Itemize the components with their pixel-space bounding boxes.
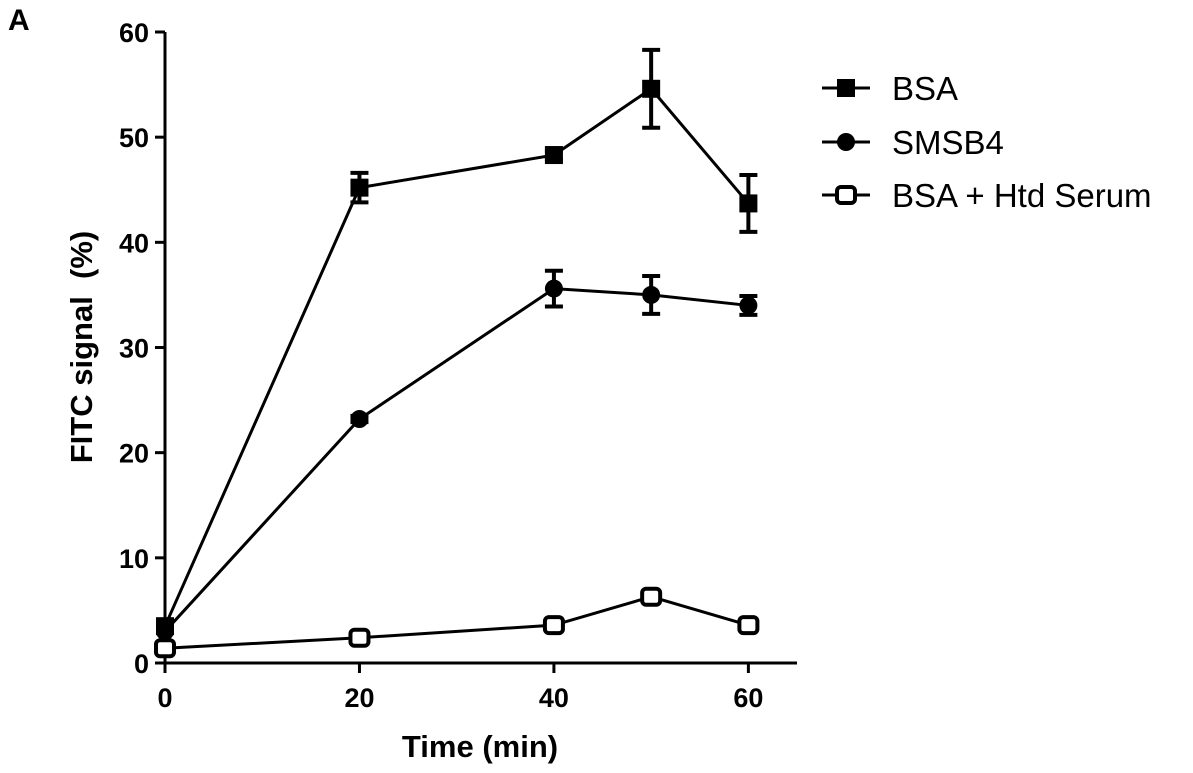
- plot-area: 0 10 20 30 40 50 60 0 20 40 60: [119, 18, 797, 713]
- data-point: [154, 638, 176, 659]
- data-point: [544, 279, 563, 298]
- data-point: [350, 410, 369, 429]
- x-tick-label: 0: [157, 683, 172, 713]
- x-tick-label: 40: [539, 683, 569, 713]
- x-axis-title: Time (min): [402, 729, 558, 764]
- y-tick-label: 50: [119, 123, 149, 153]
- x-tick-label: 20: [344, 683, 374, 713]
- series-0: [156, 47, 758, 636]
- legend-item: BSA: [822, 70, 958, 107]
- legend-item: SMSB4: [822, 124, 1004, 161]
- series-2: [154, 586, 760, 659]
- x-tick-label: 60: [733, 683, 763, 713]
- series-line: [163, 86, 750, 627]
- y-tick-label: 30: [119, 334, 149, 364]
- data-point: [156, 622, 174, 641]
- legend-marker: [837, 133, 855, 151]
- data-point: [542, 615, 565, 636]
- data-point: [642, 79, 661, 98]
- data-point: [348, 627, 371, 648]
- legend-label: BSA + Htd Serum: [892, 177, 1152, 214]
- series-line: [163, 287, 749, 633]
- legend-label: BSA: [892, 70, 958, 107]
- series-line: [164, 595, 749, 650]
- data-point: [739, 296, 758, 315]
- data-point: [737, 615, 760, 636]
- y-tick-label: 20: [119, 439, 149, 469]
- data-point: [544, 146, 563, 165]
- data-point: [642, 285, 661, 304]
- y-tick-label: 60: [119, 18, 149, 48]
- y-tick-label: 40: [119, 228, 149, 258]
- legend-label: SMSB4: [892, 124, 1004, 161]
- panel-label: A: [8, 4, 30, 37]
- data-point: [350, 178, 369, 197]
- legend-item: BSA + Htd Serum: [822, 177, 1152, 214]
- series-1: [156, 268, 758, 641]
- legend: BSA SMSB4 BSA + Htd Serum: [822, 70, 1152, 214]
- data-point: [640, 586, 663, 607]
- y-tick-label: 10: [119, 544, 149, 574]
- legend-marker: [837, 79, 855, 97]
- y-tick-label: 0: [134, 649, 149, 679]
- y-axis-title: FITC signal (%): [64, 231, 99, 464]
- data-point: [739, 194, 758, 213]
- legend-marker: [835, 185, 857, 205]
